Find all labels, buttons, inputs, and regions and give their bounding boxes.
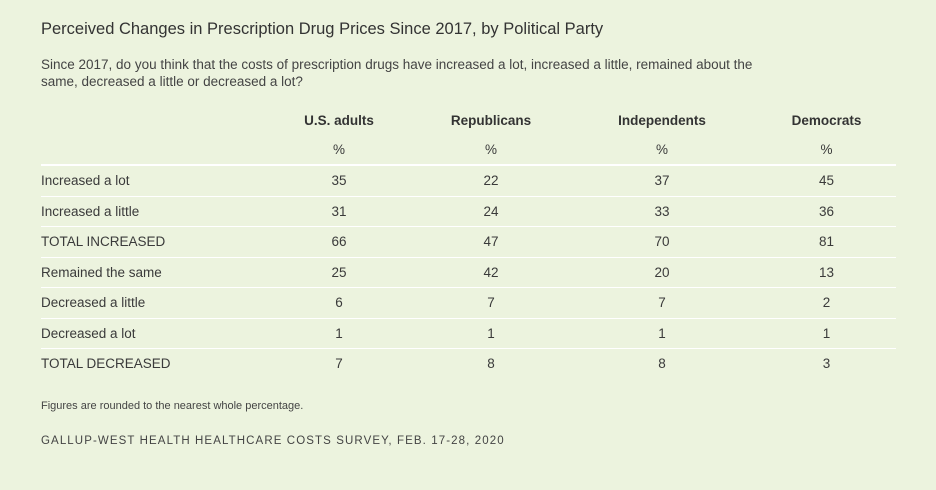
results-table: U.S. adults Republicans Independents Dem…: [41, 105, 896, 379]
cell-value: 33: [567, 196, 757, 227]
column-header-row: U.S. adults Republicans Independents Dem…: [41, 105, 896, 135]
cell-value: 7: [335, 356, 343, 372]
table-row: Decreased a lot 1 1 1 1: [41, 318, 896, 349]
unit-row: % % % %: [41, 135, 896, 166]
cell-value: 7: [415, 287, 567, 319]
cell-value: 1: [263, 318, 415, 349]
unit-label: %: [415, 135, 567, 166]
cell-value: 1: [757, 318, 896, 349]
row-label: TOTAL DECREASED: [41, 356, 171, 372]
cell-value: 47: [415, 226, 567, 258]
footnote: Figures are rounded to the nearest whole…: [41, 400, 304, 412]
cell-value: 81: [757, 226, 896, 258]
row-label: Decreased a lot: [41, 318, 263, 349]
cell-value: 1: [567, 318, 757, 349]
row-label: Increased a lot: [41, 165, 263, 197]
cell-value: 6: [263, 287, 415, 319]
row-label: Increased a little: [41, 196, 263, 227]
row-label: Remained the same: [41, 257, 263, 288]
source-line: GALLUP-WEST HEALTH HEALTHCARE COSTS SURV…: [41, 435, 505, 447]
row-label: TOTAL INCREASED: [41, 226, 263, 258]
unit-row-blank: [41, 135, 263, 166]
unit-label: %: [757, 135, 896, 166]
cell-value: 45: [757, 165, 896, 197]
unit-label: %: [567, 135, 757, 166]
cell-value: 42: [415, 257, 567, 288]
table-row: TOTAL DECREASED 7 8 8 3: [41, 349, 896, 379]
cell-value: 22: [415, 165, 567, 197]
cell-value: 37: [567, 165, 757, 197]
cell-value: 3: [822, 356, 831, 372]
row-label: Decreased a little: [41, 287, 263, 319]
survey-question: Since 2017, do you think that the costs …: [41, 57, 753, 89]
table-row: Increased a little 31 24 33 36: [41, 196, 896, 227]
table-row: Remained the same 25 42 20 13: [41, 257, 896, 288]
table-row: Increased a lot 35 22 37 45: [41, 165, 896, 197]
cell-value: 20: [567, 257, 757, 288]
chart-title: Perceived Changes in Prescription Drug P…: [41, 20, 604, 38]
column-header-blank: [41, 105, 263, 135]
cell-value: 7: [567, 287, 757, 319]
column-header: Republicans: [450, 112, 532, 128]
column-header: Democrats: [791, 112, 862, 128]
cell-value: 2: [757, 287, 896, 319]
cell-value: 8: [487, 356, 495, 372]
unit-label: %: [263, 135, 415, 166]
cell-value: 66: [263, 226, 415, 258]
cell-value: 8: [658, 356, 666, 372]
cell-value: 35: [263, 165, 415, 197]
cell-value: 13: [757, 257, 896, 288]
cell-value: 36: [757, 196, 896, 227]
cell-value: 31: [263, 196, 415, 227]
column-header: Independents: [618, 112, 706, 128]
cell-value: 24: [415, 196, 567, 227]
table-row: Decreased a little 6 7 7 2: [41, 287, 896, 319]
column-header: U.S. adults: [304, 112, 374, 128]
cell-value: 1: [415, 318, 567, 349]
cell-value: 25: [263, 257, 415, 288]
table-row: TOTAL INCREASED 66 47 70 81: [41, 226, 896, 258]
cell-value: 70: [567, 226, 757, 258]
